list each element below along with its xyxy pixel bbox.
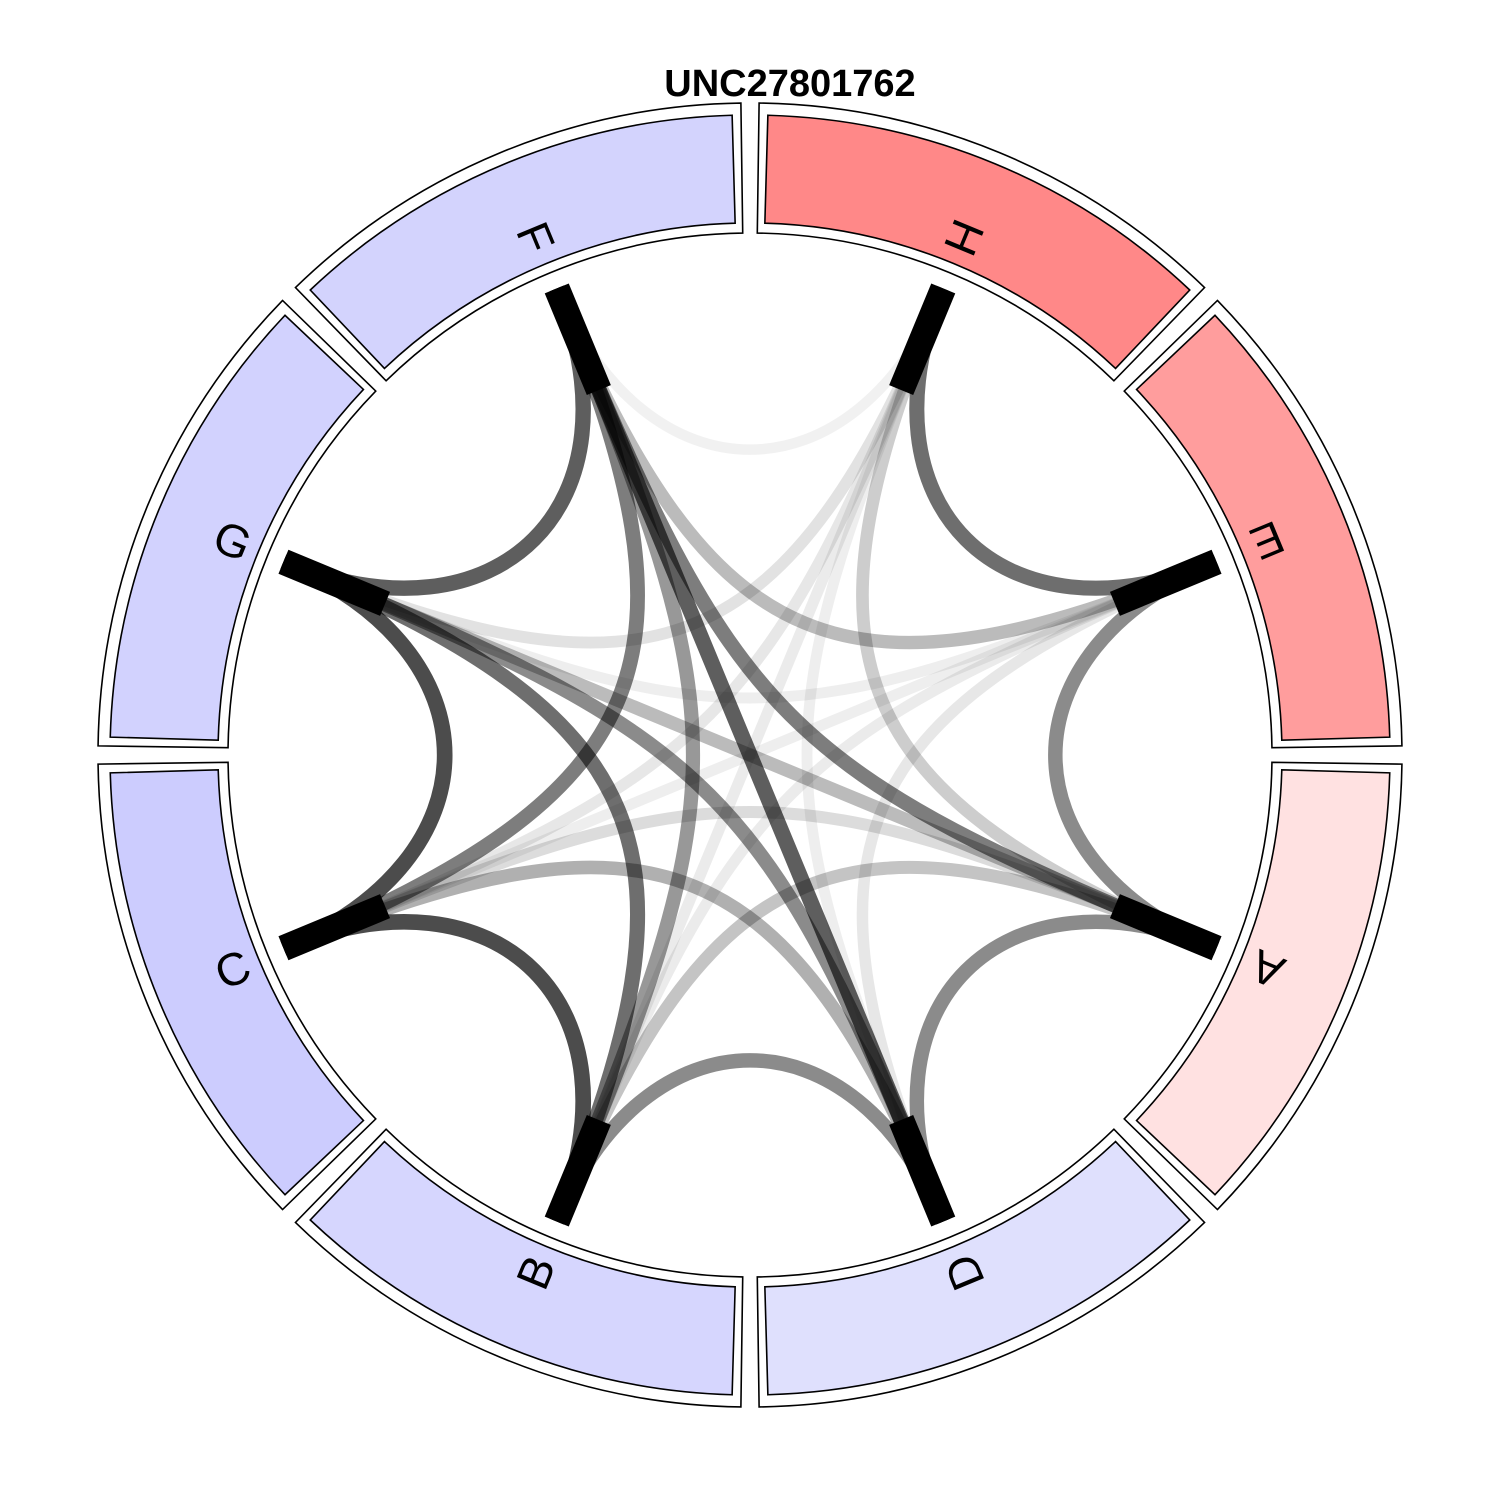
node-endcaps-group bbox=[278, 283, 1222, 1227]
segment-G: G bbox=[97, 299, 377, 749]
endcap-D bbox=[889, 1114, 956, 1227]
endcap-G bbox=[278, 549, 391, 616]
endcap-E bbox=[1109, 549, 1222, 616]
segment-H: H bbox=[756, 102, 1206, 382]
segment-A: A bbox=[1123, 761, 1403, 1211]
segment-band-G bbox=[109, 314, 365, 741]
endcap-B bbox=[544, 1114, 611, 1227]
segment-E: E bbox=[1123, 299, 1403, 749]
ribbon-E-B bbox=[551, 556, 1219, 1224]
endcap-H bbox=[889, 283, 956, 396]
segment-band-E bbox=[1135, 314, 1391, 741]
ribbon-B-G bbox=[280, 554, 645, 1225]
ribbons-group bbox=[280, 285, 1220, 1225]
ribbon-H-C bbox=[281, 286, 949, 954]
segment-band-C bbox=[109, 769, 365, 1196]
segment-B: B bbox=[294, 1128, 744, 1408]
segment-band-F bbox=[309, 114, 736, 370]
segment-band-D bbox=[764, 1140, 1191, 1396]
segment-C: C bbox=[97, 761, 377, 1211]
ribbon-C-F bbox=[280, 285, 645, 956]
endcap-A bbox=[1109, 894, 1222, 961]
ribbon-B-F bbox=[550, 285, 701, 1225]
segment-band-B bbox=[309, 1140, 736, 1396]
segment-band-H bbox=[764, 114, 1191, 370]
segment-F: F bbox=[294, 102, 744, 382]
segment-band-A bbox=[1135, 769, 1391, 1196]
ribbon-D-F bbox=[549, 285, 951, 1225]
segment-D: D bbox=[756, 1128, 1206, 1408]
ribbon-E-G bbox=[281, 556, 1219, 704]
chart-title: UNC27801762 bbox=[664, 63, 915, 105]
endcap-C bbox=[278, 894, 391, 961]
endcap-F bbox=[544, 283, 611, 396]
